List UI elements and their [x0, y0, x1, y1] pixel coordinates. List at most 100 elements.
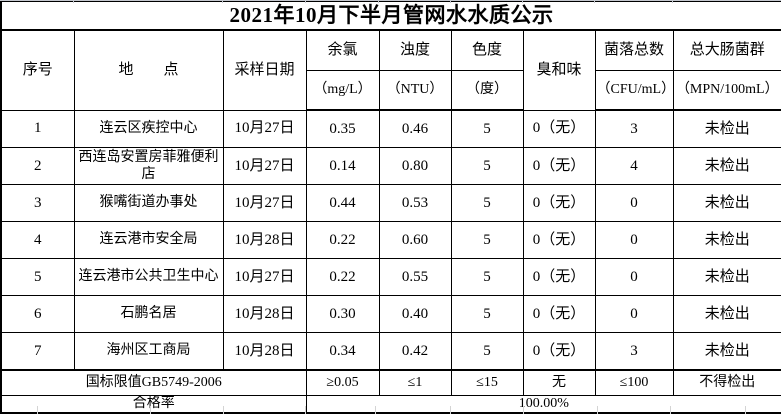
cell-r5-c1: 连云港市公共卫生中心 [73, 258, 224, 296]
cell-r3-c5: 5 [450, 184, 524, 222]
cell-r3-c2: 10月27日 [222, 184, 307, 222]
sheet-gridline [597, 406, 598, 414]
unit-colony-count: （CFU/mL） [594, 70, 674, 111]
cell-r4-c4: 0.60 [378, 221, 452, 259]
cell-r5-c3: 0.22 [305, 258, 380, 296]
cell-r3-c0: 3 [0, 184, 75, 222]
cell-r5-c4: 0.55 [378, 258, 452, 296]
cell-r1-c2: 10月27日 [222, 109, 307, 148]
cell-r6-c5: 5 [450, 295, 524, 333]
cell-r4-c2: 10月28日 [222, 221, 307, 259]
cell-r6-c4: 0.40 [378, 295, 452, 333]
limit-odor-taste: 无 [522, 369, 596, 396]
cell-r6-c3: 0.30 [305, 295, 380, 333]
cell-r2-c1: 西连岛安置房菲雅便利店 [73, 147, 224, 185]
sheet-gridline [222, 0, 223, 3]
standard-limit-label: 国标限值GB5749-2006 [0, 369, 307, 396]
table-row: 1 连云区疾控中心 10月27日 0.35 0.46 5 0（无） 3 未检出 [0, 109, 781, 148]
cell-r4-c5: 5 [450, 221, 524, 259]
table-row: 7 海州区工商局 10月28日 0.34 0.42 5 0（无） 3 未检出 [0, 332, 781, 371]
col-header-sample-date: 采样日期 [222, 29, 307, 111]
cell-r7-c1: 海州区工商局 [73, 332, 224, 371]
table-row: 5 连云港市公共卫生中心 10月27日 0.22 0.55 5 0（无） 0 未检出 [0, 258, 781, 296]
cell-r7-c2: 10月28日 [222, 332, 307, 371]
unit-chroma: （度） [450, 70, 524, 111]
cell-r3-c3: 0.44 [305, 184, 380, 222]
cell-r4-c0: 4 [0, 221, 75, 259]
cell-r5-c6: 0（无） [522, 258, 596, 296]
sheet-gridline [450, 0, 451, 3]
sheet-gridline [223, 406, 224, 414]
cell-r7-c8: 未检出 [672, 332, 781, 371]
col-header-residual-chlorine: 余氯 [305, 29, 380, 71]
sheet-gridline [745, 406, 746, 414]
cell-r6-c7: 0 [594, 295, 674, 333]
cell-r7-c3: 0.34 [305, 332, 380, 371]
cell-r1-c7: 3 [594, 109, 674, 148]
cell-r6-c6: 0（无） [522, 295, 596, 333]
cell-r7-c0: 7 [0, 332, 75, 371]
table-body: 1 连云区疾控中心 10月27日 0.35 0.46 5 0（无） 3 未检出 2 西连岛安置房菲雅… [0, 109, 781, 371]
pass-rate-value: 100.00% [305, 395, 781, 414]
cell-r4-c3: 0.22 [305, 221, 380, 259]
cell-r5-c0: 5 [0, 258, 75, 296]
sheet-gridline [73, 0, 74, 3]
cell-r6-c1: 石鹏名居 [73, 295, 224, 333]
unit-residual-chlorine: （mg/L） [305, 70, 380, 111]
cell-r4-c6: 0（无） [522, 221, 596, 259]
cell-r7-c5: 5 [450, 332, 524, 371]
cell-r6-c2: 10月28日 [222, 295, 307, 333]
page-title: 2021年10月下半月管网水水质公示 [0, 1, 781, 31]
unit-coliform: （MPN/100mL） [672, 70, 781, 111]
cell-r2-c8: 未检出 [672, 147, 781, 185]
col-header-coliform: 总大肠菌群 [672, 29, 781, 71]
cell-r4-c7: 0 [594, 221, 674, 259]
cell-r1-c6: 0（无） [522, 109, 596, 148]
sheet-gridline [672, 0, 673, 3]
cell-r2-c7: 4 [594, 147, 674, 185]
col-header-colony-count: 菌落总数 [594, 29, 674, 71]
cell-r5-c7: 0 [594, 258, 674, 296]
col-header-odor-taste: 臭和味 [522, 29, 596, 111]
cell-r2-c4: 0.80 [378, 147, 452, 185]
cell-r1-c8: 未检出 [672, 109, 781, 148]
table-row: 6 石鹏名居 10月28日 0.30 0.40 5 0（无） 0 未检出 [0, 295, 781, 333]
cell-r6-c0: 6 [0, 295, 75, 333]
cell-r3-c1: 猴嘴街道办事处 [73, 184, 224, 222]
cell-r6-c8: 未检出 [672, 295, 781, 333]
sheet-gridline [150, 406, 151, 414]
col-header-index: 序号 [0, 29, 75, 111]
cell-r5-c8: 未检出 [672, 258, 781, 296]
cell-r2-c6: 0（无） [522, 147, 596, 185]
header-row-labels: 序号 地 点 采样日期 余氯 浊度 色度 臭和味 菌落总数 总大肠菌群 [0, 29, 781, 111]
limit-colony-count: ≤100 [594, 369, 674, 396]
cell-r5-c5: 5 [450, 258, 524, 296]
sheet-gridline [450, 406, 451, 414]
cell-r1-c3: 0.35 [305, 109, 380, 148]
sheet-gridline [0, 0, 781, 1]
cell-r2-c3: 0.14 [305, 147, 380, 185]
cell-r1-c1: 连云区疾控中心 [73, 109, 224, 148]
sheet-gridline [305, 406, 306, 414]
col-header-turbidity: 浊度 [378, 29, 452, 71]
cell-r3-c8: 未检出 [672, 184, 781, 222]
cell-r7-c4: 0.42 [378, 332, 452, 371]
cell-r3-c6: 0（无） [522, 184, 596, 222]
cell-r2-c0: 2 [0, 147, 75, 185]
cell-r7-c7: 3 [594, 332, 674, 371]
sheet-gridline [378, 0, 379, 3]
table-row: 3 猴嘴街道办事处 10月27日 0.44 0.53 5 0（无） 0 未检出 [0, 184, 781, 222]
cell-r3-c4: 0.53 [378, 184, 452, 222]
limit-coliform: 不得检出 [672, 369, 781, 396]
standard-limit-row: 国标限值GB5749-2006 ≥0.05 ≤1 ≤15 无 ≤100 不得检出 [0, 369, 781, 396]
cell-r1-c5: 5 [450, 109, 524, 148]
sheet-gridline [375, 406, 376, 414]
cell-r1-c0: 1 [0, 109, 75, 148]
cell-r2-c5: 5 [450, 147, 524, 185]
cell-r1-c4: 0.46 [378, 109, 452, 148]
limit-turbidity: ≤1 [378, 369, 452, 396]
title-row: 2021年10月下半月管网水水质公示 [0, 1, 781, 31]
sheet-gridline [670, 406, 671, 414]
pass-rate-row: 合格率 100.00% [0, 395, 781, 414]
